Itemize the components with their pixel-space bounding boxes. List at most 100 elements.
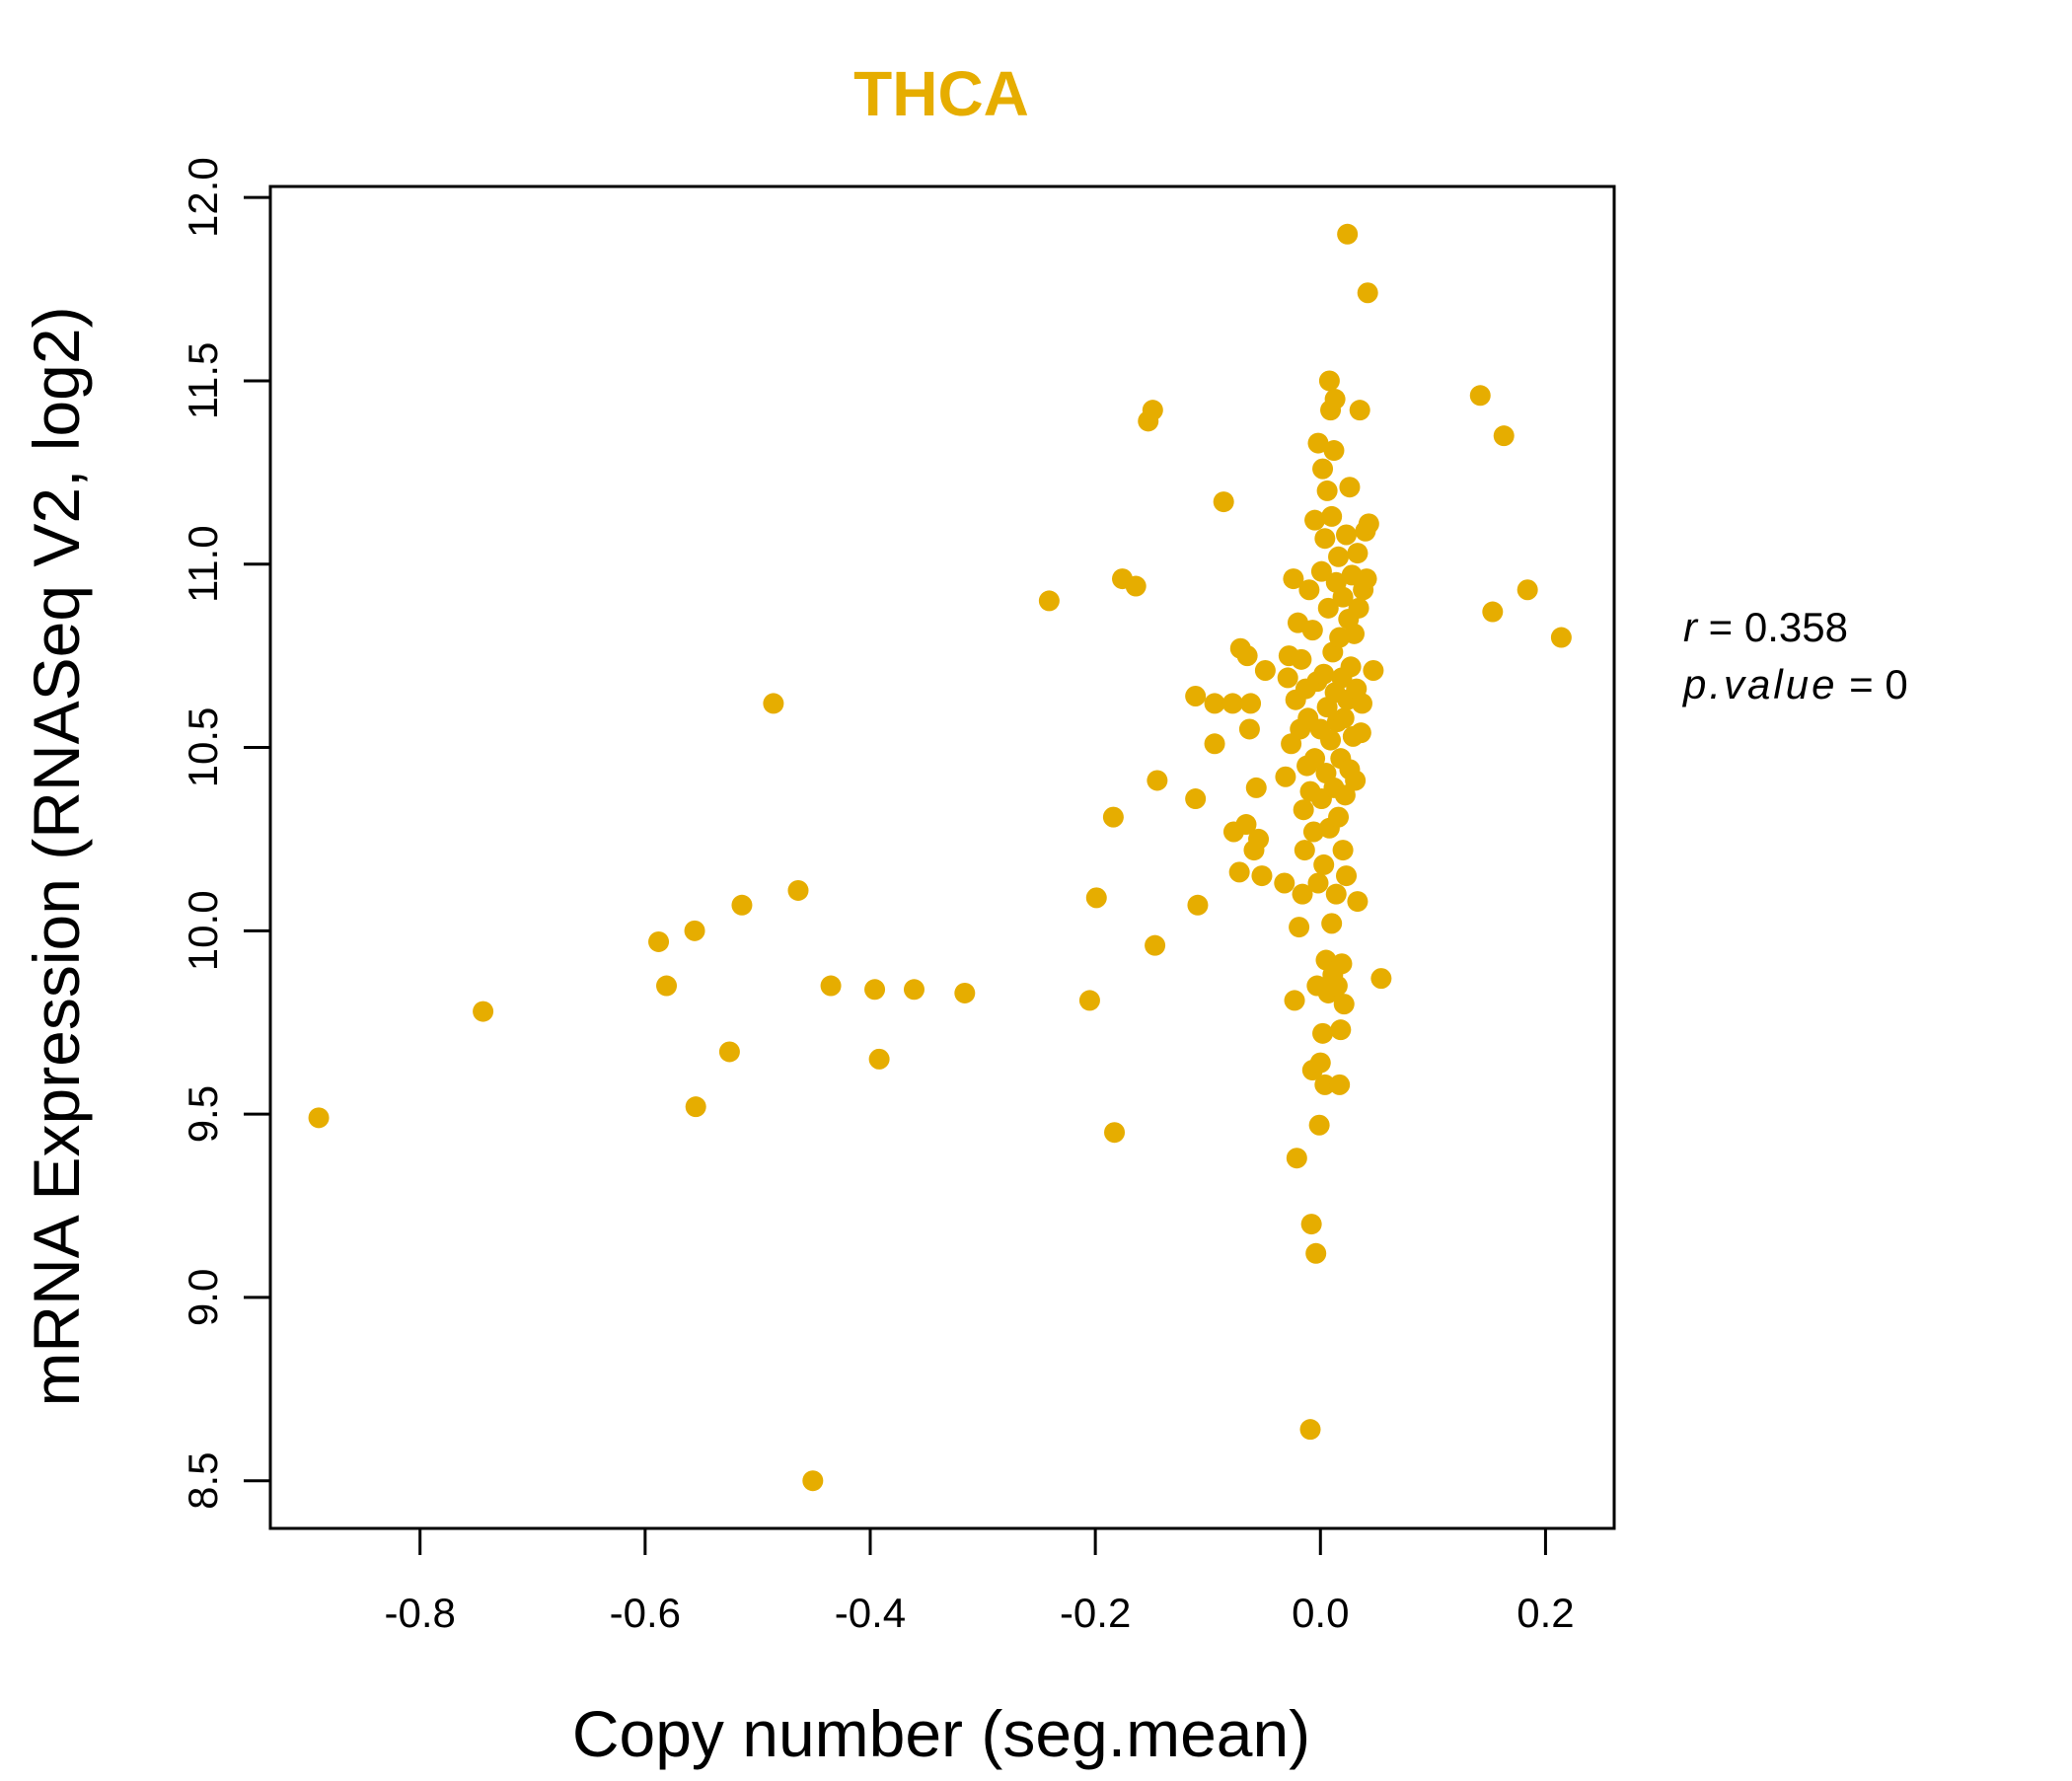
x-axis-label: Copy number (seg.mean): [572, 1697, 1310, 1770]
r-value: 0.358: [1744, 604, 1848, 650]
y-tick-label: 10.0: [180, 890, 226, 971]
data-point: [1307, 432, 1329, 454]
data-point: [1337, 223, 1359, 245]
y-tick-label: 11.0: [180, 525, 226, 603]
data-point: [1304, 748, 1326, 770]
data-point: [685, 1096, 706, 1118]
data-point: [1318, 370, 1340, 392]
data-point: [763, 693, 784, 714]
data-point: [1358, 513, 1379, 535]
data-point: [1357, 282, 1378, 304]
data-point: [1284, 990, 1305, 1011]
data-point: [1299, 1419, 1321, 1441]
stats-annotation: r = 0.358 p.value = 0: [1681, 604, 1908, 707]
data-point: [1248, 828, 1270, 850]
data-point: [820, 975, 842, 997]
y-tick-label: 11.5: [180, 342, 226, 420]
data-point: [1336, 524, 1358, 546]
data-point: [1221, 693, 1243, 714]
data-point: [1283, 568, 1304, 590]
data-point: [1238, 718, 1260, 740]
data-point: [1482, 601, 1504, 623]
data-point: [718, 1041, 740, 1063]
x-tick-label: -0.4: [835, 1590, 906, 1636]
y-tick-label: 9.5: [180, 1085, 226, 1143]
data-point: [1469, 385, 1491, 407]
data-point: [1312, 458, 1334, 480]
data-point: [1332, 840, 1354, 861]
data-point: [1185, 788, 1207, 810]
data-point: [1314, 1074, 1336, 1095]
data-point: [1351, 693, 1372, 714]
data-point: [1187, 894, 1209, 916]
data-point: [1294, 840, 1315, 861]
svg-text:r = 0.358: r = 0.358: [1683, 604, 1848, 650]
x-tick-label: 0.0: [1292, 1590, 1349, 1636]
data-point: [1321, 913, 1343, 934]
data-point: [1308, 1114, 1330, 1136]
y-tick-label: 10.5: [180, 707, 226, 788]
data-point: [1317, 597, 1339, 619]
data-point: [1340, 656, 1362, 678]
data-point: [1333, 707, 1355, 729]
data-point: [1350, 722, 1371, 744]
data-point: [1326, 975, 1348, 997]
data-point: [731, 894, 753, 916]
data-point: [1147, 770, 1168, 791]
data-point: [1550, 627, 1572, 648]
data-point: [1185, 686, 1207, 707]
data-point: [1323, 440, 1345, 462]
y-tick-label: 12.0: [180, 157, 226, 238]
data-point: [1204, 693, 1225, 714]
data-point: [1289, 917, 1310, 938]
data-points: [308, 223, 1572, 1492]
data-point: [1235, 814, 1257, 836]
data-point: [1125, 575, 1147, 597]
data-point: [1307, 872, 1329, 894]
r-equals: =: [1709, 604, 1744, 650]
data-point: [903, 979, 925, 1001]
x-tick-label: -0.2: [1060, 1590, 1131, 1636]
data-point: [1493, 425, 1515, 447]
x-tick-label: -0.6: [610, 1590, 681, 1636]
data-point: [868, 1048, 890, 1070]
x-tick-label: 0.2: [1517, 1590, 1574, 1636]
chart-title: THCA: [853, 58, 1029, 129]
data-point: [1251, 865, 1273, 887]
data-point: [1347, 543, 1369, 564]
data-point: [1145, 934, 1166, 956]
data-point: [1309, 1052, 1331, 1074]
p-value: 0: [1885, 661, 1907, 707]
data-point: [1336, 865, 1358, 887]
data-point: [1314, 528, 1336, 550]
data-point: [1305, 1242, 1327, 1264]
data-point: [1333, 994, 1355, 1015]
data-point: [1213, 491, 1234, 513]
y-tick-label: 9.0: [180, 1269, 226, 1326]
data-point: [1102, 806, 1124, 828]
data-point: [1328, 546, 1350, 567]
data-point: [1313, 853, 1335, 875]
data-point: [864, 979, 886, 1001]
data-point: [1104, 1122, 1126, 1144]
data-point: [1078, 990, 1100, 1011]
data-point: [308, 1107, 330, 1129]
data-point: [1240, 693, 1262, 714]
svg-text:p.value = 0: p.value = 0: [1681, 661, 1908, 707]
data-point: [1236, 645, 1258, 667]
data-point: [684, 920, 705, 941]
data-point: [802, 1470, 824, 1492]
data-point: [1304, 509, 1326, 531]
data-point: [1321, 505, 1343, 527]
x-axis: -0.8 -0.6 -0.4 -0.2 0.0 0.2: [385, 1528, 1575, 1636]
data-point: [1085, 887, 1107, 909]
data-point: [1301, 620, 1323, 641]
data-point: [1302, 821, 1324, 843]
data-point: [1038, 590, 1060, 612]
data-point: [1370, 968, 1392, 990]
data-point: [1339, 477, 1361, 498]
p-label: p.value: [1681, 661, 1837, 707]
x-tick-label: -0.8: [385, 1590, 456, 1636]
